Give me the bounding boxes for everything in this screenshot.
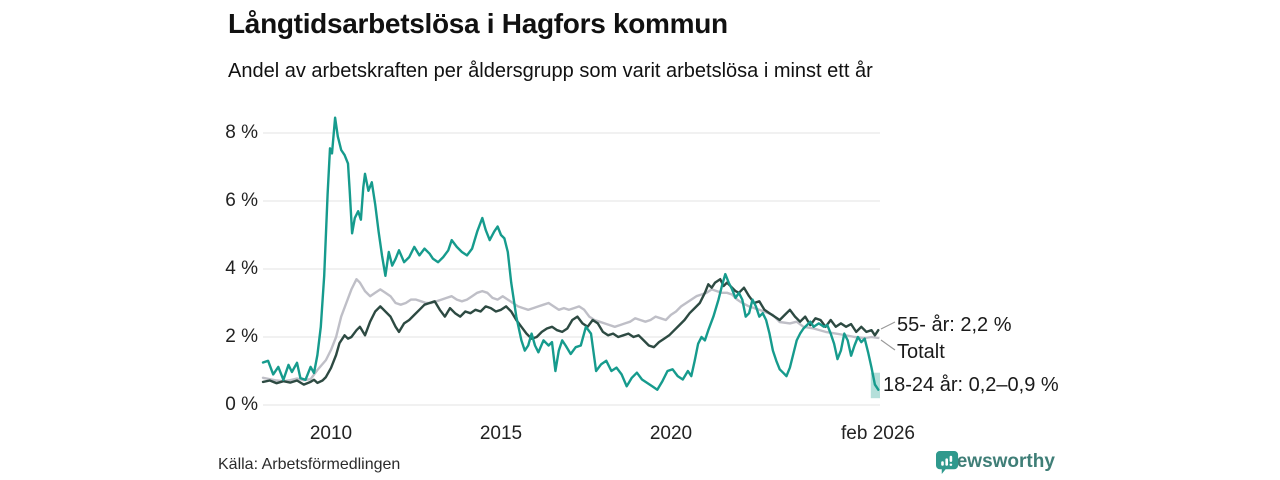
series-line-55- år [261,278,880,386]
ytick-2: 2 % [225,326,258,347]
xtick-2020: 2020 [649,423,693,444]
ytick-6: 6 % [225,190,258,211]
page-title: Långtidsarbetslösa i Hagfors kommun [228,8,728,39]
series-lines [261,116,880,391]
series-line-Totalt [261,278,880,383]
chart-subtitle: Andel av arbetskraften per åldersgrupp s… [228,60,873,82]
newsworthy-logo-icon [936,451,959,475]
xtick-2010: 2010 [309,423,353,444]
newsworthy-brand: Newsworthy [936,451,1055,475]
xtick-feb-2026: feb 2026 [841,423,915,444]
annotation-totalt: Totalt [897,341,945,363]
newsworthy-logo-text: Newsworthy [943,451,1055,472]
leader-line-totalt [880,339,896,351]
ytick-0: 0 % [225,394,258,415]
series-line-18-24 år [261,116,880,391]
annotation-18-24-ar: 18-24 år: 0,2–0,9 % [883,374,1059,396]
annotation-55-ar: 55- år: 2,2 % [897,314,1012,336]
source-note: Källa: Arbetsförmedlingen [218,456,401,473]
gridlines [263,132,880,406]
ytick-4: 4 % [225,258,258,279]
xtick-2015: 2015 [479,423,523,444]
ytick-8: 8 % [225,122,258,143]
leader-line-55 [880,321,896,330]
